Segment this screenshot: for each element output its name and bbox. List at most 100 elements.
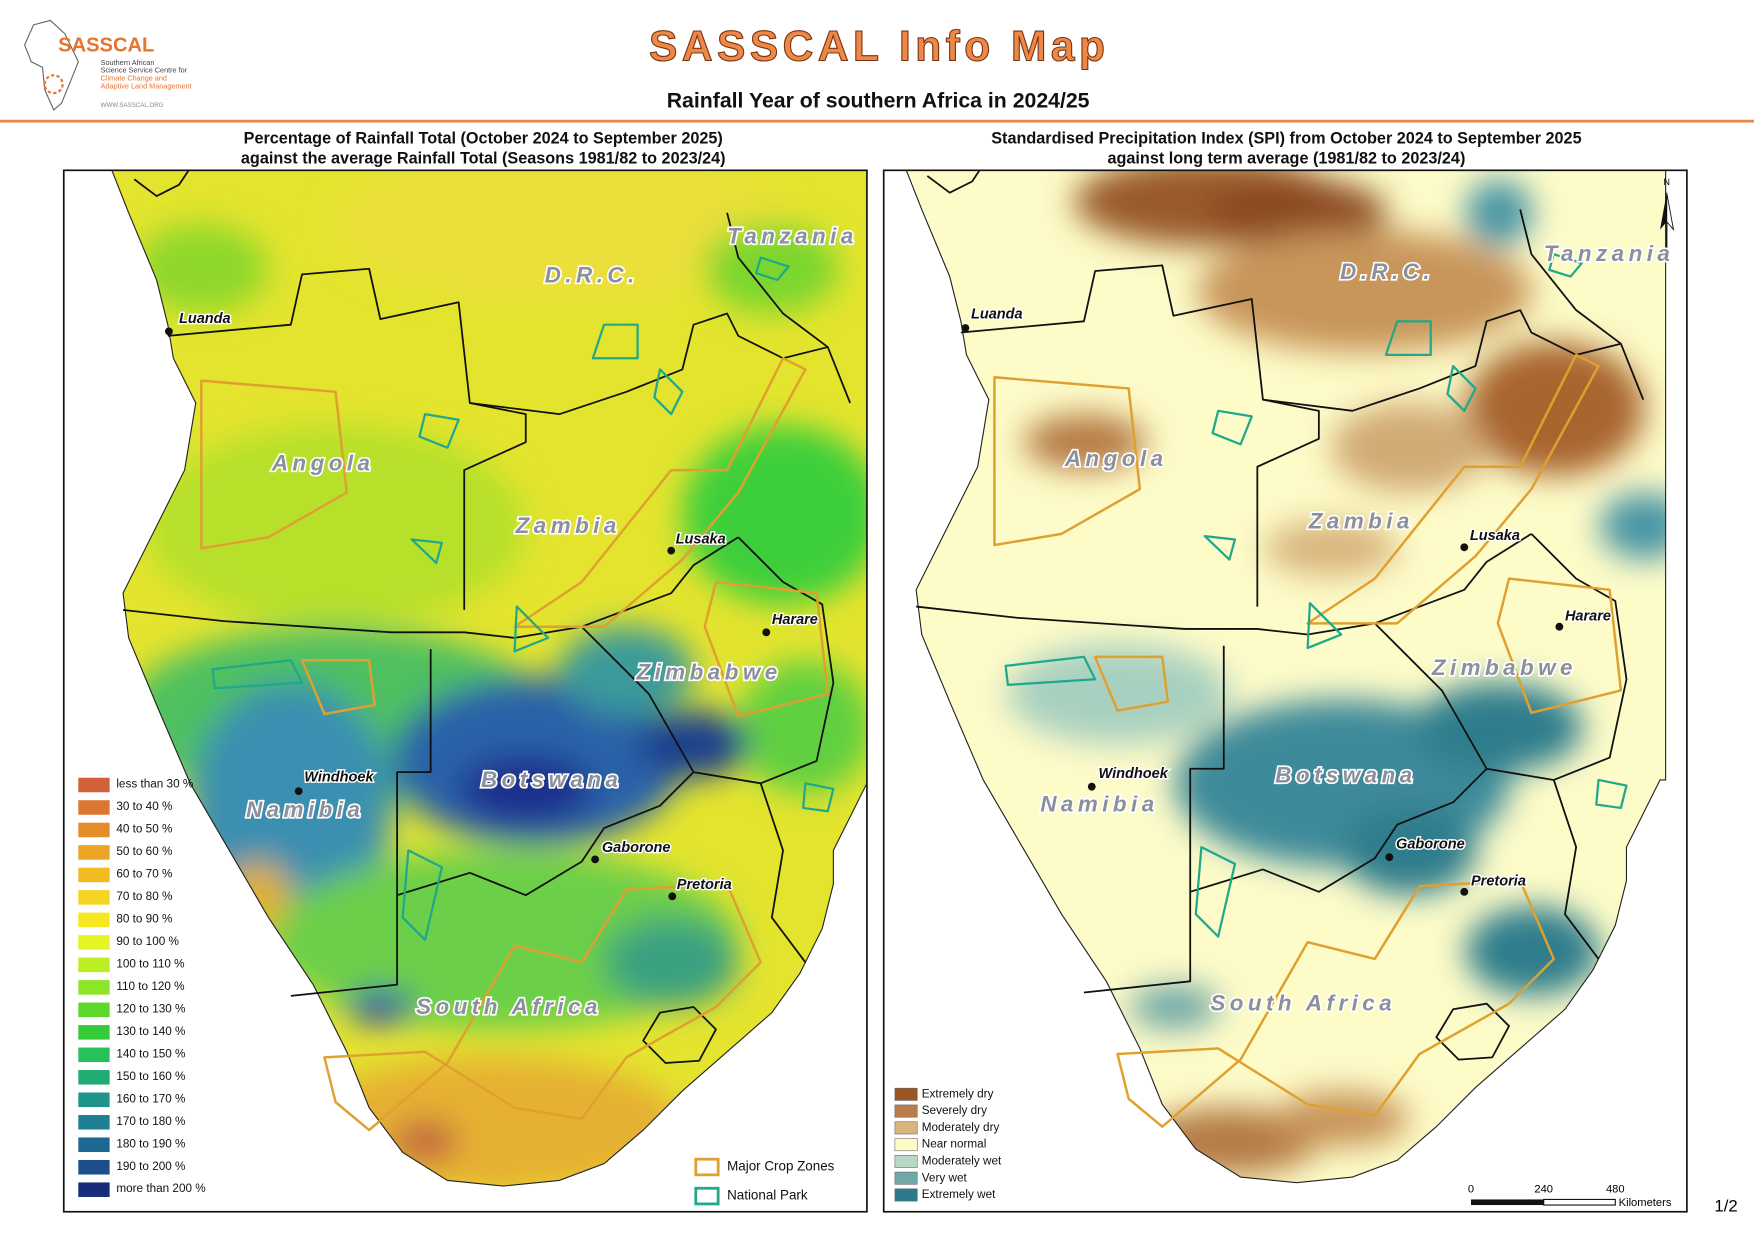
legend-swatch [78, 1182, 110, 1197]
legend-swatch [78, 935, 110, 950]
logo-url: WWW.SASSCAL.ORG [101, 102, 164, 109]
city-dot [1087, 782, 1096, 791]
country-label: Angola [1064, 446, 1168, 471]
logo-name: SASSCAL [58, 34, 154, 56]
legend-label: 90 to 100 % [116, 935, 179, 948]
legend-label: 60 to 70 % [116, 867, 173, 880]
city-label: Lusaka [1470, 528, 1520, 544]
legend-swatch [894, 1171, 918, 1185]
legend-swatch [894, 1121, 918, 1135]
logo-line: Adaptive Land Management [101, 81, 192, 90]
country-label: Zambia [515, 513, 621, 538]
legend-swatch [78, 1159, 110, 1175]
north-label: N [1664, 177, 1670, 187]
map-frame [882, 169, 1688, 1213]
logo-line: Southern African [101, 58, 155, 67]
legend-label: 40 to 50 % [116, 822, 173, 835]
legend-label: 170 to 180 % [116, 1115, 186, 1128]
legend-swatch [78, 980, 110, 995]
city-dot [1385, 853, 1394, 862]
legend-swatch [78, 1070, 110, 1085]
overlay-swatch [694, 1186, 720, 1206]
legend-label: 160 to 170 % [116, 1092, 186, 1105]
overlay-label: Major Crop Zones [727, 1159, 835, 1174]
legend-label: less than 30 % [116, 778, 194, 791]
country-label: D.R.C. [1340, 259, 1434, 284]
legend-label: 70 to 80 % [116, 890, 173, 903]
legend-label: 110 to 120 % [116, 980, 185, 993]
scale-label: 480 [1606, 1183, 1625, 1195]
legend-swatch [894, 1087, 918, 1101]
city-dot [1555, 622, 1564, 631]
legend-swatch [894, 1154, 918, 1168]
country-label: Botswana [481, 767, 622, 792]
legend-label: 80 to 90 % [116, 912, 173, 925]
legend-label: Near normal [922, 1138, 987, 1151]
legend-label: 120 to 130 % [116, 1002, 186, 1015]
logo-line: Science Service Centre for [101, 66, 188, 75]
legend-label: Extremely wet [922, 1188, 996, 1201]
legend-label: 140 to 150 % [116, 1047, 186, 1060]
rainfall-map [63, 170, 867, 1212]
country-label: Botswana [1275, 763, 1416, 788]
legend-label: Moderately wet [922, 1155, 1002, 1168]
legend-swatch [78, 1025, 110, 1040]
panel-title: Standardised Precipitation Index (SPI) f… [991, 129, 1581, 147]
scale-unit: Kilometers [1619, 1197, 1672, 1209]
legend-swatch [78, 822, 110, 838]
legend-swatch [78, 800, 110, 815]
legend-swatch [894, 1188, 918, 1202]
country-label: Tanzania [1544, 241, 1675, 266]
map-frame [62, 169, 868, 1213]
legend-label: Severely dry [922, 1104, 987, 1117]
logo-line: Climate Change and [101, 74, 167, 83]
overlay-swatch [694, 1157, 720, 1177]
scale-bar: 0 240 480 Kilometers [1468, 1183, 1672, 1208]
city-label: Harare [772, 612, 818, 628]
city-dot [762, 628, 771, 637]
legend-swatch [78, 845, 110, 860]
country-label: D.R.C. [545, 262, 639, 287]
city-dot [294, 787, 303, 796]
main-title: SASSCAL Info Map [649, 24, 1109, 71]
country-label: Zimbabwe [1431, 655, 1577, 680]
city-dot [591, 855, 600, 864]
subtitle: Rainfall Year of southern Africa in 2024… [667, 89, 1090, 113]
country-label: Zambia [1308, 509, 1414, 534]
logo-ring [43, 74, 64, 95]
legend-swatch [78, 890, 110, 905]
legend-swatch [78, 1092, 110, 1108]
city-dot [1460, 543, 1469, 552]
city-label: Windhoek [1098, 766, 1168, 782]
scale-label: 0 [1468, 1183, 1474, 1195]
city-label: Pretoria [1471, 874, 1526, 890]
panel-title: against long term average (1981/82 to 20… [1107, 149, 1465, 167]
legend-swatch [78, 1137, 110, 1153]
logo: SASSCAL Southern African Science Service… [24, 19, 192, 111]
legend-label: 30 to 40 % [116, 800, 173, 813]
country-label: Zimbabwe [635, 660, 781, 685]
scale-label: 240 [1534, 1183, 1553, 1195]
city-label: Harare [1565, 608, 1611, 624]
legend-swatch [78, 1114, 110, 1130]
city-label: Gaborone [602, 840, 671, 856]
legend-label: 150 to 160 % [116, 1070, 186, 1083]
legend-label: 180 to 190 % [116, 1137, 186, 1150]
city-label: Luanda [179, 311, 231, 327]
city-dot [667, 546, 676, 555]
city-dot [961, 324, 970, 332]
page-number: 1/2 [1714, 1197, 1737, 1216]
country-label: Namibia [1040, 792, 1158, 817]
legend-swatch [78, 912, 110, 928]
country-label: Namibia [246, 797, 364, 822]
legend-label: Extremely dry [922, 1087, 994, 1100]
city-dot [164, 327, 173, 336]
country-label: Angola [271, 450, 375, 475]
city-dot [668, 892, 677, 901]
country-label: South Africa [1210, 991, 1396, 1016]
spi-map [883, 170, 1687, 1212]
legend-label: 50 to 60 % [116, 845, 173, 858]
legend-swatch [78, 957, 110, 973]
